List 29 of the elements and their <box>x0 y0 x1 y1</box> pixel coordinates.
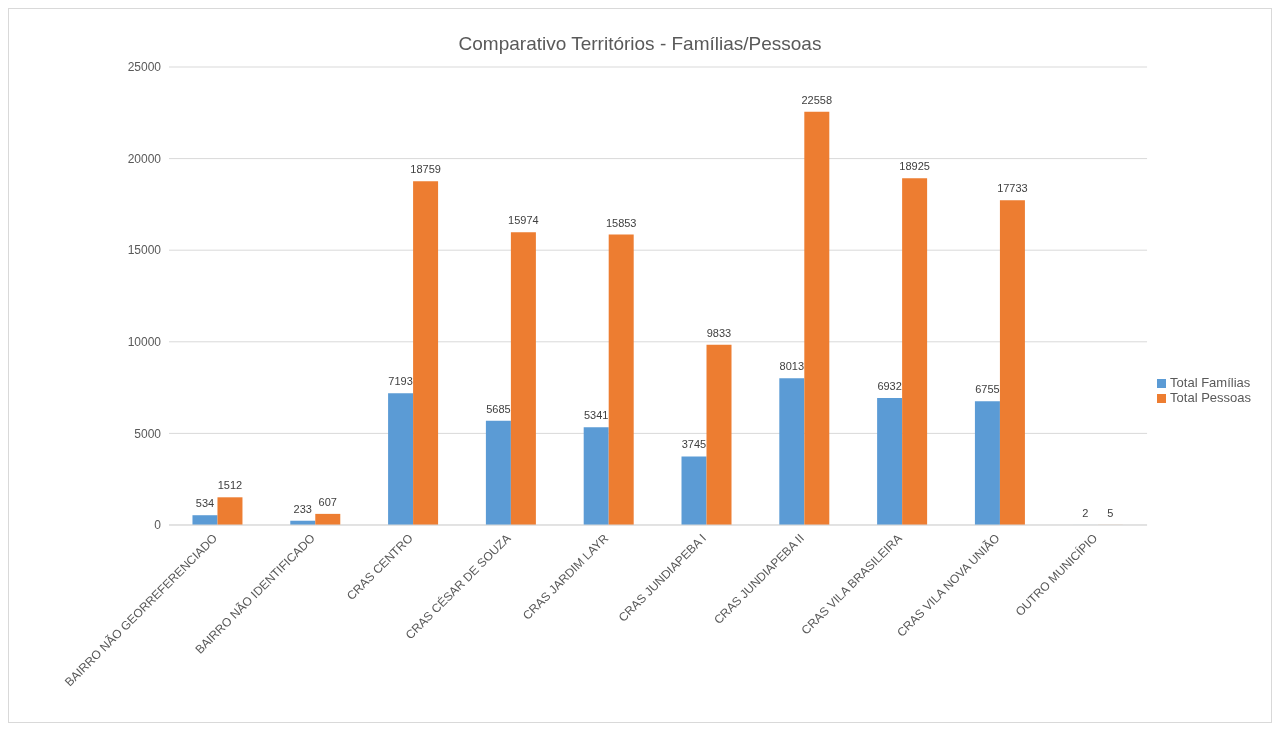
y-tick-label: 25000 <box>127 60 162 75</box>
legend-label: Total Famílias <box>1170 375 1251 390</box>
data-label: 8013 <box>779 360 805 373</box>
data-label: 607 <box>318 495 337 508</box>
data-label: 2 <box>1082 506 1089 519</box>
data-label: 5685 <box>486 402 511 415</box>
y-tick-label: 5000 <box>134 426 162 441</box>
data-label: 233 <box>293 502 312 515</box>
y-tick-label: 10000 <box>127 335 162 350</box>
data-label: 1512 <box>217 479 243 492</box>
data-label: 18759 <box>410 163 441 176</box>
data-label: 3745 <box>681 438 707 451</box>
data-label: 7193 <box>388 375 413 388</box>
data-label: 9833 <box>706 326 732 339</box>
data-label: 5341 <box>583 409 609 422</box>
legend-label: Total Pessoas <box>1170 390 1251 405</box>
data-label: 15974 <box>508 214 539 227</box>
y-tick-label: 0 <box>154 518 162 533</box>
data-label: 6932 <box>877 380 902 393</box>
data-label: 17733 <box>997 182 1028 195</box>
data-label: 18925 <box>899 160 930 173</box>
chart-title: Comparativo Territórios - Famílias/Pessoas <box>457 33 823 55</box>
data-label: 6755 <box>975 383 1000 396</box>
data-label: 5 <box>1107 506 1114 519</box>
y-tick-label: 15000 <box>127 243 162 258</box>
data-label: 22558 <box>801 93 833 106</box>
y-tick-label: 20000 <box>127 151 162 166</box>
data-label: 534 <box>195 497 215 510</box>
data-label: 15853 <box>605 216 637 229</box>
